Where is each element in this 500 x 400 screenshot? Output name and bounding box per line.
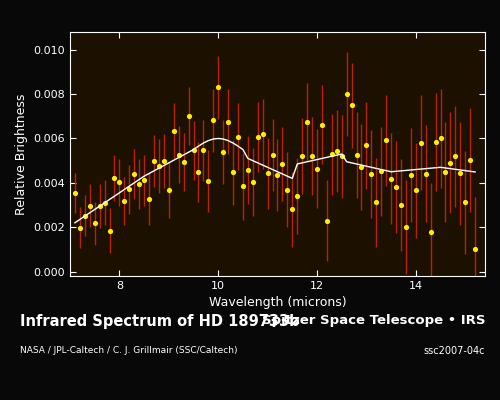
Point bbox=[219, 149, 227, 155]
Point bbox=[446, 160, 454, 166]
Point bbox=[318, 121, 326, 128]
Point bbox=[224, 118, 232, 125]
Point bbox=[254, 134, 262, 140]
Point bbox=[452, 153, 460, 160]
Point bbox=[190, 147, 198, 154]
Point bbox=[342, 91, 350, 97]
Point bbox=[456, 170, 464, 176]
Point bbox=[71, 190, 79, 196]
Point bbox=[135, 181, 143, 187]
Point bbox=[116, 179, 124, 185]
Point bbox=[170, 128, 177, 134]
Point bbox=[274, 172, 281, 178]
Point bbox=[382, 137, 390, 144]
Point bbox=[244, 167, 252, 173]
Y-axis label: Relative Brightness: Relative Brightness bbox=[15, 93, 28, 215]
Point bbox=[352, 152, 360, 158]
Point bbox=[377, 168, 385, 174]
Point bbox=[333, 148, 341, 154]
Point bbox=[264, 170, 272, 176]
Text: ssc2007-04c: ssc2007-04c bbox=[424, 346, 485, 356]
Point bbox=[402, 224, 410, 230]
Point bbox=[284, 186, 292, 193]
Text: NASA / JPL-Caltech / C. J. Grillmair (SSC/Caltech): NASA / JPL-Caltech / C. J. Grillmair (SS… bbox=[20, 346, 238, 355]
Point bbox=[417, 139, 425, 146]
Point bbox=[90, 220, 98, 227]
Point bbox=[239, 183, 247, 189]
Point bbox=[466, 156, 474, 163]
Point bbox=[145, 196, 153, 202]
Point bbox=[392, 184, 400, 190]
Point bbox=[249, 179, 257, 185]
Point bbox=[86, 202, 94, 209]
Point bbox=[214, 84, 222, 91]
Point bbox=[194, 169, 202, 175]
Point bbox=[184, 113, 192, 120]
Point bbox=[397, 202, 405, 208]
Point bbox=[308, 153, 316, 159]
Point bbox=[323, 217, 331, 224]
Point bbox=[120, 197, 128, 204]
Point bbox=[234, 134, 242, 140]
Point bbox=[110, 175, 118, 181]
Point bbox=[387, 175, 395, 182]
Point bbox=[303, 119, 311, 125]
Point bbox=[204, 178, 212, 184]
Point bbox=[160, 158, 168, 164]
Point bbox=[174, 152, 182, 158]
Point bbox=[100, 200, 108, 206]
Point bbox=[106, 228, 114, 234]
Point bbox=[278, 161, 286, 167]
Point bbox=[432, 139, 440, 146]
Point bbox=[126, 186, 134, 192]
Point bbox=[200, 147, 207, 154]
Point bbox=[96, 203, 104, 209]
Point bbox=[442, 168, 450, 175]
Point bbox=[426, 228, 434, 235]
Point bbox=[229, 169, 237, 176]
Point bbox=[268, 152, 276, 158]
Point bbox=[298, 153, 306, 159]
Point bbox=[313, 166, 321, 172]
Point bbox=[412, 187, 420, 194]
Point bbox=[338, 153, 345, 160]
Point bbox=[258, 130, 266, 137]
Point bbox=[210, 117, 218, 124]
Point bbox=[372, 199, 380, 206]
Point bbox=[368, 171, 376, 177]
Point bbox=[81, 212, 89, 219]
Point bbox=[180, 158, 188, 165]
Text: Spitzer Space Telescope • IRS: Spitzer Space Telescope • IRS bbox=[262, 314, 485, 327]
Point bbox=[471, 246, 479, 252]
Point bbox=[150, 158, 158, 164]
Point bbox=[422, 170, 430, 177]
Point bbox=[348, 102, 356, 108]
Point bbox=[288, 206, 296, 213]
Text: Infrared Spectrum of HD 189733b: Infrared Spectrum of HD 189733b bbox=[20, 314, 299, 329]
Point bbox=[358, 164, 366, 170]
Point bbox=[140, 177, 148, 184]
Point bbox=[294, 193, 302, 199]
Point bbox=[76, 224, 84, 231]
Point bbox=[362, 142, 370, 148]
Point bbox=[328, 151, 336, 158]
Point bbox=[461, 199, 469, 205]
X-axis label: Wavelength (microns): Wavelength (microns) bbox=[208, 296, 346, 310]
Point bbox=[436, 135, 444, 142]
Point bbox=[407, 172, 415, 178]
Point bbox=[130, 171, 138, 177]
Point bbox=[165, 187, 173, 193]
Point bbox=[155, 163, 163, 169]
